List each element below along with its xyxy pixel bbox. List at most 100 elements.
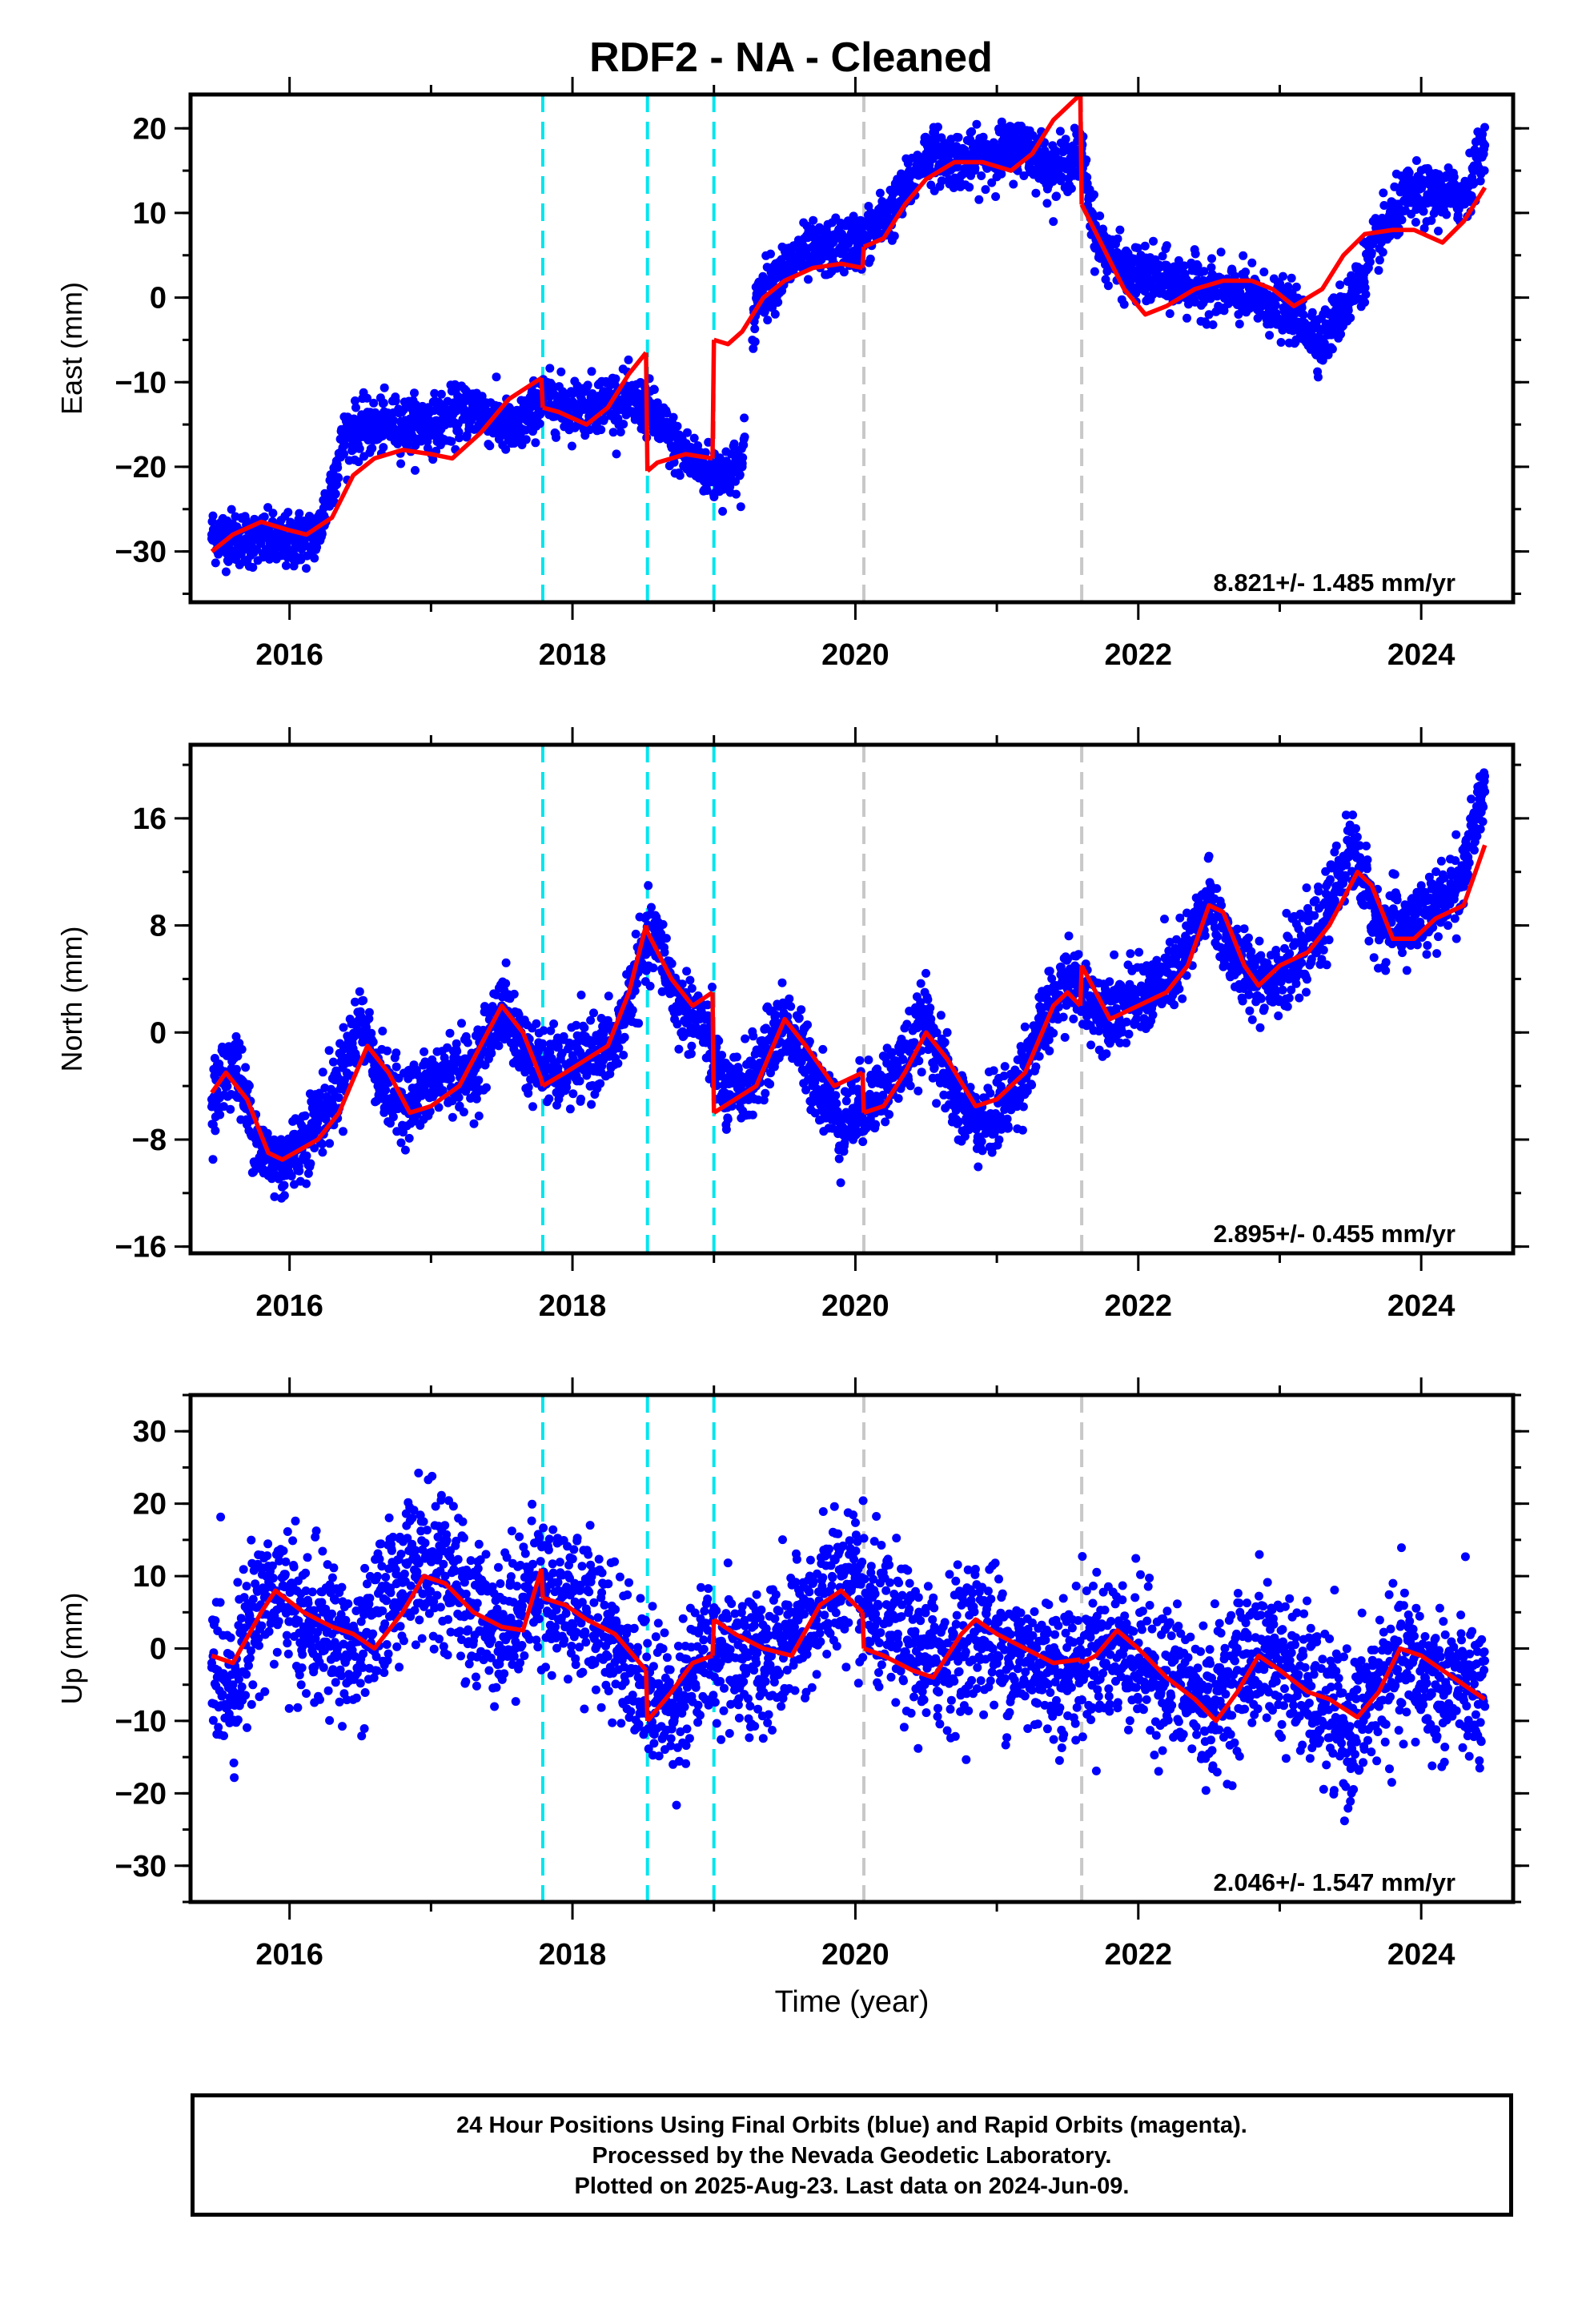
north-daily-position — [302, 1151, 311, 1160]
east-daily-position — [1119, 300, 1129, 309]
east-daily-position — [1419, 207, 1428, 216]
east-daily-position — [1082, 172, 1092, 182]
north-daily-position — [400, 1145, 410, 1155]
north-daily-position — [785, 994, 794, 1003]
north-daily-position — [472, 1094, 481, 1104]
north-daily-position — [661, 934, 671, 943]
east-daily-position — [1375, 255, 1384, 265]
north-daily-position — [565, 1104, 575, 1114]
east-daily-position — [1297, 303, 1307, 312]
east-daily-position — [302, 564, 311, 573]
east-daily-position — [596, 425, 606, 435]
east-daily-position — [1247, 258, 1257, 267]
east-daily-position — [1278, 325, 1287, 335]
north-daily-position — [482, 1083, 491, 1092]
north-daily-position — [644, 881, 653, 891]
east-daily-position — [545, 364, 555, 373]
east-daily-position — [411, 465, 420, 475]
east-daily-position — [1219, 306, 1229, 316]
north-daily-position — [295, 1166, 304, 1176]
north-daily-position — [241, 1063, 251, 1072]
north-daily-position — [219, 1102, 228, 1112]
east-model-segment-1 — [542, 351, 648, 427]
north-daily-position — [708, 983, 717, 991]
north-daily-position — [723, 1115, 733, 1124]
east-daily-position — [211, 558, 220, 568]
north-daily-position — [759, 1096, 769, 1105]
north-daily-position — [318, 1068, 327, 1077]
north-daily-position — [628, 1006, 637, 1015]
east-daily-position — [1335, 280, 1345, 290]
east-daily-position — [1088, 208, 1097, 218]
east-daily-position — [208, 511, 218, 521]
north-daily-position — [797, 1057, 806, 1067]
north-daily-position — [324, 1046, 334, 1055]
east-daily-position — [1276, 338, 1286, 347]
east-daily-position — [1343, 306, 1353, 316]
east-daily-position — [875, 188, 885, 198]
east-daily-position — [1235, 320, 1244, 329]
north-daily-position — [388, 1112, 398, 1122]
east-daily-position — [987, 178, 997, 187]
east-daily-position — [410, 388, 419, 398]
east-daily-position — [1411, 156, 1421, 165]
north-daily-position — [351, 997, 359, 1007]
north-daily-position — [660, 947, 669, 957]
east-daily-position — [259, 512, 269, 521]
north-daily-position — [749, 1031, 758, 1041]
east-daily-position — [521, 425, 531, 435]
east-ticks — [175, 77, 1529, 620]
east-daily-position — [1204, 310, 1214, 320]
east-daily-position — [683, 428, 692, 437]
east-daily-position — [701, 448, 710, 457]
north-daily-position — [687, 983, 697, 993]
east-daily-position — [317, 529, 327, 539]
north-daily-position — [687, 1041, 697, 1051]
east-daily-position — [1199, 267, 1209, 276]
east-daily-position — [1052, 191, 1061, 201]
north-daily-position — [572, 1020, 581, 1030]
north-daily-position — [287, 1172, 296, 1180]
north-daily-position — [803, 1020, 812, 1030]
east-daily-position — [729, 439, 739, 448]
east-daily-position — [1287, 273, 1296, 283]
north-daily-position — [805, 1037, 814, 1046]
north-daily-position — [797, 1005, 806, 1015]
north-daily-position — [603, 1015, 612, 1025]
east-daily-position — [411, 400, 420, 409]
east-daily-position — [351, 403, 360, 412]
east-daily-position — [1202, 320, 1211, 329]
east-daily-position — [221, 567, 231, 577]
east-daily-position — [1140, 241, 1150, 251]
east-daily-position — [612, 449, 621, 459]
north-daily-position — [302, 1179, 311, 1188]
east-daily-position — [732, 489, 741, 499]
east-daily-position — [972, 119, 982, 129]
north-daily-position — [818, 1044, 828, 1054]
east-y-tick-label: −30 — [115, 536, 167, 569]
north-daily-position — [568, 1089, 578, 1099]
east-daily-position — [669, 412, 678, 422]
east-daily-position — [889, 231, 899, 241]
east-x-tick-label: 2018 — [539, 638, 607, 672]
east-daily-position — [355, 444, 364, 453]
east-daily-position — [1283, 282, 1293, 292]
east-daily-position — [501, 444, 511, 454]
east-daily-position — [1031, 188, 1041, 198]
east-model-offset-4 — [860, 247, 866, 268]
north-daily-position — [614, 1043, 624, 1053]
north-daily-position — [677, 979, 687, 989]
north-daily-position — [596, 1079, 605, 1088]
north-daily-position — [575, 1076, 584, 1086]
north-daily-position — [586, 1015, 596, 1025]
east-daily-position — [531, 438, 540, 448]
east-y-axis-label: East (mm) — [55, 282, 88, 415]
east-daily-position — [1259, 267, 1269, 277]
north-daily-position — [645, 981, 655, 991]
north-daily-position — [364, 1007, 374, 1017]
east-daily-position — [608, 428, 618, 437]
north-daily-position — [457, 1019, 466, 1028]
east-daily-position — [1419, 223, 1429, 233]
east-daily-position — [351, 396, 359, 405]
north-daily-position — [501, 979, 511, 988]
